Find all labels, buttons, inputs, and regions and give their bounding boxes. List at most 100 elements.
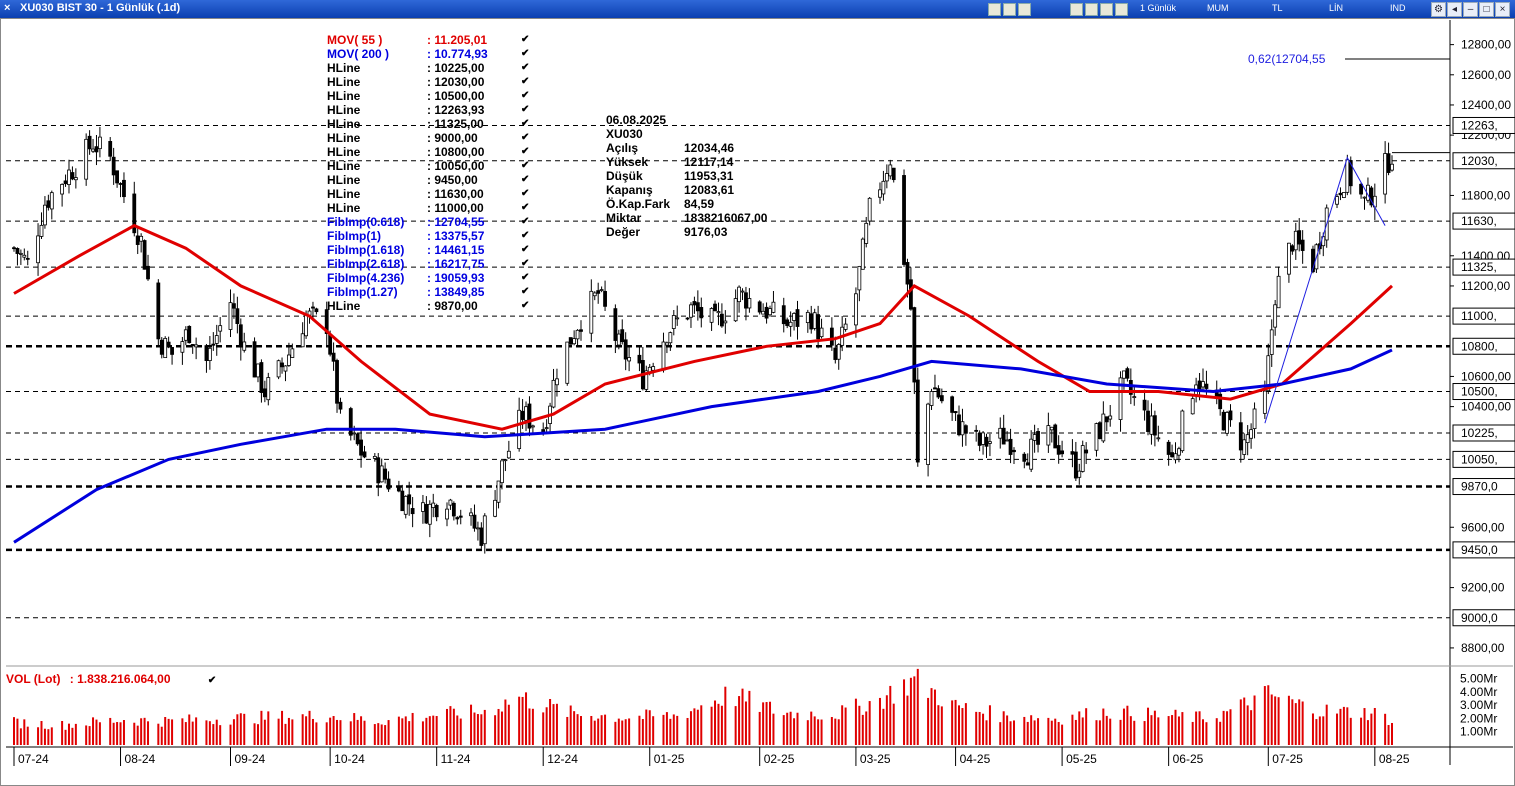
maximize-icon[interactable]: □	[1479, 2, 1494, 17]
hline-tag-box	[1452, 152, 1515, 170]
candle-body	[1118, 377, 1123, 420]
volume-bar	[858, 705, 861, 745]
legend-row[interactable]: HLine: 9000,00 ✔	[327, 131, 533, 145]
legend-row[interactable]: FibImp(1.27): 13849,85 ✔	[327, 285, 533, 299]
candle	[713, 300, 717, 312]
toolbar-icon[interactable]	[1018, 3, 1031, 16]
volume-bar	[476, 714, 479, 745]
check-icon[interactable]: ✔	[521, 62, 530, 73]
toolbar-icon[interactable]	[1085, 3, 1098, 16]
currency-selector[interactable]: TL	[1272, 3, 1283, 13]
legend-row[interactable]: HLine: 10800,00 ✔	[327, 145, 533, 159]
candle	[1290, 244, 1295, 255]
date-tick-label: 12-24	[547, 752, 578, 766]
candle-body	[242, 341, 247, 351]
candle	[627, 346, 632, 372]
candle-body	[12, 247, 16, 250]
toolbar-icon[interactable]	[1100, 3, 1113, 16]
candle-body	[256, 363, 260, 378]
check-icon[interactable]: ✔	[521, 216, 530, 227]
toolbar-icon[interactable]	[1115, 3, 1128, 16]
legend-row[interactable]: HLine: 12030,00 ✔	[327, 75, 533, 89]
legend-row[interactable]: FibImp(0.618): 12704,55 ✔	[327, 215, 533, 229]
settings-icon[interactable]: ⚙	[1431, 2, 1446, 17]
legend-row[interactable]: FibImp(1): 13375,57 ✔	[327, 229, 533, 243]
candle-body	[496, 480, 501, 503]
collapse-icon[interactable]: ◂	[1447, 2, 1462, 17]
legend-row[interactable]: HLine: 9870,00 ✔	[327, 299, 533, 313]
price-tick-label: 9600,00	[1461, 520, 1505, 534]
check-icon[interactable]: ✔	[521, 300, 530, 311]
volume-bar	[1318, 716, 1321, 745]
candle-body	[761, 310, 766, 315]
candle	[1269, 319, 1274, 367]
check-icon[interactable]: ✔	[521, 104, 530, 115]
legend-row[interactable]: HLine: 10225,00 ✔	[327, 61, 533, 75]
toolbar-icon[interactable]	[1003, 3, 1016, 16]
legend-row[interactable]: MOV( 55 ): 11.205,01 ✔	[327, 33, 533, 47]
hline-tag-box	[1452, 383, 1515, 401]
minimize-icon[interactable]: –	[1463, 2, 1478, 17]
legend-row[interactable]: FibImp(2.618): 16217,75 ✔	[327, 257, 533, 271]
check-icon[interactable]: ✔	[521, 76, 530, 87]
volume-bar	[1078, 711, 1081, 745]
check-icon[interactable]: ✔	[521, 132, 530, 143]
volume-bar	[95, 719, 98, 745]
legend-row[interactable]: HLine: 10050,00 ✔	[327, 159, 533, 173]
candle	[1297, 218, 1302, 252]
volume-bar	[1384, 713, 1387, 745]
volume-bar	[147, 721, 150, 745]
check-icon[interactable]: ✔	[207, 675, 217, 686]
candle-body	[396, 487, 401, 492]
check-icon[interactable]: ✔	[521, 160, 530, 171]
candle-body	[1108, 415, 1113, 420]
check-icon[interactable]: ✔	[521, 48, 530, 59]
check-icon[interactable]: ✔	[521, 174, 530, 185]
candle	[579, 320, 583, 341]
legend-row[interactable]: MOV( 200 ): 10.774,93 ✔	[327, 47, 533, 61]
candle-body	[331, 352, 336, 362]
close-icon[interactable]: ×	[4, 2, 11, 14]
candle	[915, 367, 920, 467]
volume-bar	[700, 705, 703, 745]
legend-row[interactable]: HLine: 11630,00 ✔	[327, 187, 533, 201]
check-icon[interactable]: ✔	[521, 202, 530, 213]
check-icon[interactable]: ✔	[521, 34, 530, 45]
candle-body	[36, 235, 40, 264]
volume-bar	[1050, 720, 1053, 745]
candle-body	[757, 301, 762, 313]
hline-tag-label: 9000,0	[1461, 611, 1498, 625]
period-selector[interactable]: 1 Günlük	[1140, 3, 1177, 13]
candle	[881, 170, 886, 201]
indicator-selector[interactable]: IND	[1390, 3, 1406, 13]
check-icon[interactable]: ✔	[521, 258, 530, 269]
legend-row[interactable]: HLine: 11000,00 ✔	[327, 201, 533, 215]
check-icon[interactable]: ✔	[521, 90, 530, 101]
check-icon[interactable]: ✔	[521, 146, 530, 157]
candle	[1273, 299, 1278, 336]
check-icon[interactable]: ✔	[521, 118, 530, 129]
volume-bar	[452, 708, 455, 745]
check-icon[interactable]: ✔	[521, 230, 530, 241]
toolbar-icon[interactable]	[988, 3, 1001, 16]
legend-row[interactable]: HLine: 10500,00 ✔	[327, 89, 533, 103]
candle-body	[627, 357, 632, 362]
check-icon[interactable]: ✔	[521, 286, 530, 297]
legend-row[interactable]: HLine: 11325,00 ✔	[327, 117, 533, 131]
candle-body	[1122, 370, 1126, 379]
candle	[359, 429, 363, 468]
legend-row[interactable]: HLine: 9450,00 ✔	[327, 173, 533, 187]
scale-selector[interactable]: LİN	[1329, 3, 1344, 13]
legend-row[interactable]: HLine: 12263,93 ✔	[327, 103, 533, 117]
check-icon[interactable]: ✔	[521, 272, 530, 283]
legend-row[interactable]: FibImp(1.618): 14461,15 ✔	[327, 243, 533, 257]
indicator-legend: MOV( 55 ): 11.205,01 ✔ MOV( 200 ): 10.774,…	[327, 33, 533, 313]
window-close-icon[interactable]: ×	[1495, 2, 1510, 17]
legend-row[interactable]: FibImp(4.236): 19059,93 ✔	[327, 271, 533, 285]
check-icon[interactable]: ✔	[521, 188, 530, 199]
chart-type-selector[interactable]: MUM	[1207, 3, 1229, 13]
legend-name: MOV( 55 )	[327, 33, 383, 47]
toolbar-icon[interactable]	[1070, 3, 1083, 16]
check-icon[interactable]: ✔	[521, 244, 530, 255]
